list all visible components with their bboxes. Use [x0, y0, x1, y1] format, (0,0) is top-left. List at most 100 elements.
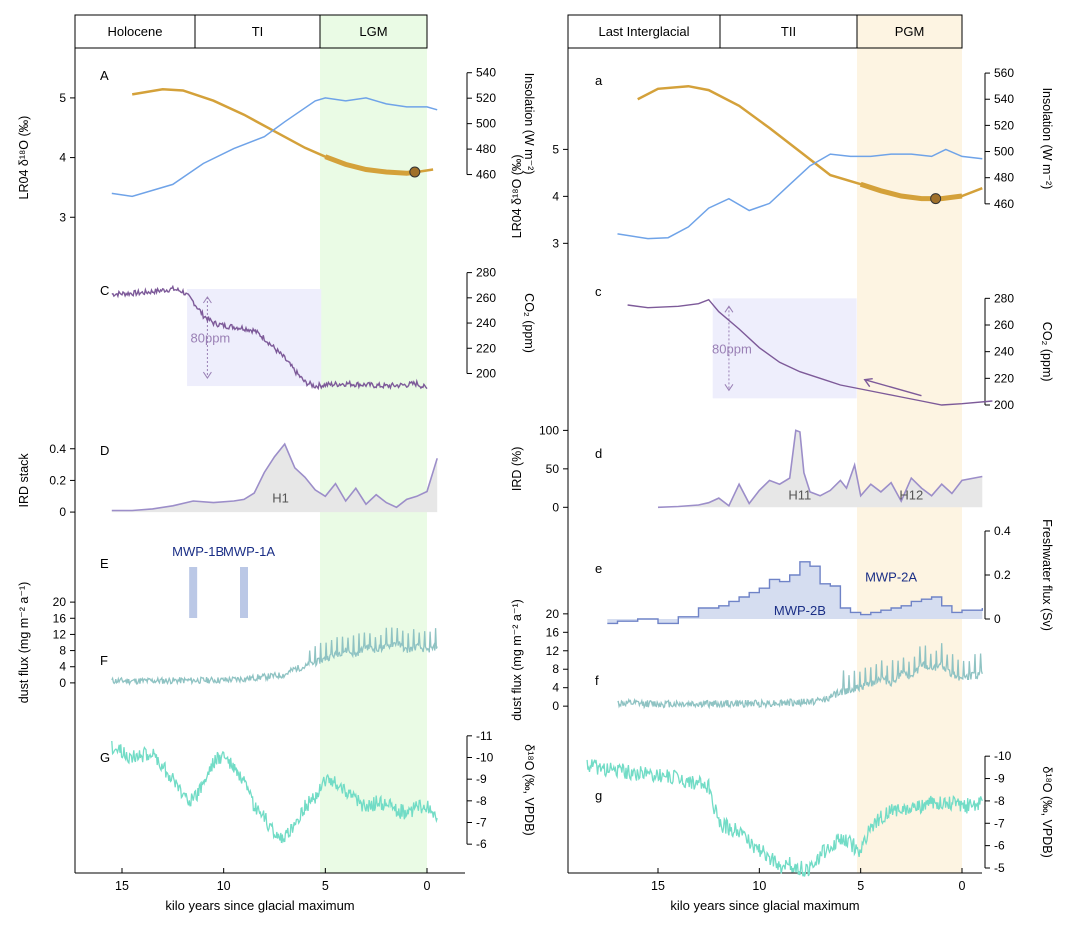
- co2-arrow-head-down: [724, 384, 734, 392]
- y-axis-G-tick-label: -8: [476, 794, 487, 808]
- period-label: PGM: [895, 24, 925, 39]
- row-label: E: [100, 556, 109, 571]
- ird-fill: [658, 430, 983, 508]
- y-axis-f-tick-label: 12: [546, 644, 560, 658]
- y-axis-title: IRD stack: [17, 453, 31, 508]
- y-axis-G-tick-label: -6: [476, 837, 487, 851]
- x-tick-label: 15: [651, 879, 665, 893]
- lr04-line: [111, 97, 438, 198]
- y-axis-title: LR04 δ¹⁸O (‰): [510, 154, 524, 238]
- period-cell: [74, 14, 196, 49]
- y-axis-f-tick-label: 0: [552, 699, 559, 713]
- period-cell: [319, 14, 428, 49]
- y-axis-d-tick-label: 0: [552, 500, 559, 514]
- y-axis-c-tick-label: 240: [994, 345, 1014, 359]
- row-c: c 200 220 240 260 280 CO₂ (ppm) 80ppm: [595, 284, 1054, 412]
- row-label: d: [595, 446, 602, 461]
- y-axis-b-tick-label: 4: [552, 189, 559, 203]
- y-axis-e-tick-label: 0: [994, 612, 1001, 626]
- y-axis-f-tick-label: 4: [552, 681, 559, 695]
- row-b: 3 4 5 LR04 δ¹⁸O (‰): [510, 142, 983, 250]
- y-axis-C-tick-label: 240: [476, 316, 496, 330]
- y-axis-F-tick-label: 20: [53, 595, 67, 609]
- row-B: 3 4 5 LR04 δ¹⁸O (‰): [17, 91, 438, 224]
- panel-T1: Holocene TI LGM 15 10 5 0 kilo years since glac…: [17, 14, 536, 913]
- dust-flux-line: [111, 627, 438, 686]
- lr04-line: [617, 148, 983, 240]
- y-axis-A-tick-label: 520: [476, 91, 496, 105]
- y-axis-G-tick-label: -7: [476, 816, 487, 830]
- heinrich-label: H12: [899, 488, 923, 503]
- y-axis-a-tick-label: 560: [994, 66, 1014, 80]
- y-axis-F-tick-label: 4: [59, 660, 66, 674]
- y-axis-F-tick-label: 0: [59, 676, 66, 690]
- row-label: e: [595, 561, 602, 576]
- y-axis-a-tick-label: 460: [994, 197, 1014, 211]
- y-axis-g-tick-label: -6: [994, 839, 1005, 853]
- y-axis-c-tick-label: 280: [994, 291, 1014, 305]
- co2-arrow-head-up: [724, 305, 734, 313]
- y-axis-title: dust flux (mg m⁻² a⁻¹): [17, 582, 31, 704]
- row-g: g -10 -9 -8 -7 -6 -5 δ¹⁸O (‰, VPDB): [586, 749, 1054, 877]
- y-axis-A-tick-label: 500: [476, 117, 496, 131]
- y-axis-F-tick-label: 8: [59, 644, 66, 658]
- row-F: F 0 4 8 12 16 20 dust flux (mg m⁻² a⁻¹): [17, 582, 438, 704]
- y-axis-B-tick-label: 5: [59, 91, 66, 105]
- period-cell: [567, 14, 721, 49]
- co2-arrow-head-up: [202, 296, 212, 304]
- dust-flux-line: [617, 643, 983, 710]
- row-d: d 0 50 100 IRD (%) H11 H12: [510, 423, 983, 514]
- y-axis-a-tick-label: 500: [994, 145, 1014, 159]
- meltwater-pulse-bar: [189, 567, 198, 618]
- y-axis-F-tick-label: 16: [53, 611, 67, 625]
- insolation-marker: [409, 166, 421, 178]
- period-cell: [719, 14, 858, 49]
- insolation-glacial-segment: [324, 154, 418, 176]
- row-label: D: [100, 443, 109, 458]
- co2-arrow-head-down: [202, 371, 212, 379]
- row-e: e 0 0.2 0.4 Freshwater flux (Sv) MWP-2B MWP-2A: [595, 519, 1054, 631]
- row-label: G: [100, 750, 110, 765]
- y-axis-g-tick-label: -7: [994, 816, 1005, 830]
- co2-annotation: 80ppm: [712, 341, 752, 356]
- meltwater-pulse-label: MWP-1B: [172, 544, 224, 559]
- y-axis-a-tick-label: 480: [994, 171, 1014, 185]
- row-D: D 0 0.2 0.4 IRD stack H1: [17, 442, 438, 519]
- y-axis-c-tick-label: 220: [994, 371, 1014, 385]
- ird-line: [657, 429, 983, 509]
- y-axis-f-tick-label: 16: [546, 625, 560, 639]
- y-axis-a-tick-label: 540: [994, 92, 1014, 106]
- meltwater-pulse-label: MWP-2B: [774, 603, 826, 618]
- row-G: G -11 -10 -9 -8 -7 -6 δ¹⁸O (‰, VPDB): [100, 729, 536, 851]
- y-axis-d-tick-label: 50: [546, 462, 560, 476]
- y-axis-B-tick-label: 3: [59, 210, 66, 224]
- y-axis-f-tick-label: 20: [546, 607, 560, 621]
- period-cell: [194, 14, 321, 49]
- y-axis-g-tick-label: -10: [994, 749, 1012, 763]
- y-axis-title: LR04 δ¹⁸O (‰): [17, 116, 31, 200]
- y-axis-title: dust flux (mg m⁻² a⁻¹): [510, 599, 524, 721]
- ird-fill: [111, 444, 438, 513]
- x-axis-title: kilo years since glacial maximum: [670, 898, 859, 913]
- co2-shaded-region: [712, 298, 857, 399]
- x-tick-label: 5: [322, 879, 329, 893]
- period-label: Holocene: [108, 24, 163, 39]
- x-tick-label: 15: [115, 879, 129, 893]
- period-label: TII: [781, 24, 796, 39]
- y-axis-title: δ¹⁸O (‰, VPDB): [1040, 766, 1054, 857]
- y-axis-B-tick-label: 4: [59, 151, 66, 165]
- y-axis-A-tick-label: 460: [476, 168, 496, 182]
- x-tick-label: 10: [752, 879, 766, 893]
- ird-line: [111, 442, 438, 512]
- meltwater-pulse-label: MWP-1A: [223, 544, 275, 559]
- y-axis-d-tick-label: 100: [539, 423, 559, 437]
- y-axis-title: Insolation (W m⁻²): [522, 73, 536, 175]
- meltwater-pulse-label: MWP-2A: [865, 570, 917, 585]
- y-axis-a-tick-label: 520: [994, 118, 1014, 132]
- y-axis-c-tick-label: 260: [994, 318, 1014, 332]
- y-axis-g-tick-label: -9: [994, 772, 1005, 786]
- y-axis-G-tick-label: -10: [476, 751, 494, 765]
- co2-trend-arrow: [864, 378, 922, 397]
- y-axis-title: CO₂ (ppm): [522, 293, 536, 353]
